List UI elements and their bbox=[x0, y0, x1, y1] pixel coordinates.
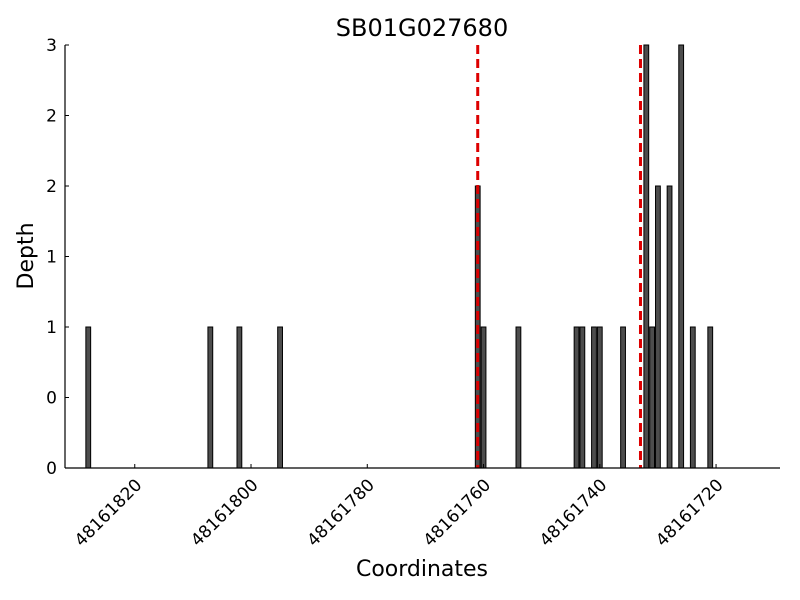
bar bbox=[649, 326, 656, 469]
bar bbox=[573, 326, 580, 469]
y-tick-label: 2 bbox=[46, 177, 57, 197]
x-axis-label: Coordinates bbox=[356, 557, 488, 582]
bar bbox=[655, 185, 661, 469]
y-tick-label: 0 bbox=[46, 389, 57, 409]
y-axis-label: Depth bbox=[14, 222, 39, 289]
y-tick-label: 2 bbox=[46, 107, 57, 127]
axes bbox=[64, 45, 780, 469]
bar bbox=[236, 326, 243, 469]
bar bbox=[591, 326, 597, 469]
bar bbox=[515, 326, 522, 469]
reference-lines bbox=[476, 45, 642, 468]
y-axis-ticks: 0 0 1 1 2 2 3 bbox=[46, 36, 69, 479]
bar bbox=[666, 185, 673, 469]
bar bbox=[85, 326, 92, 469]
y-tick-label: 0 bbox=[46, 459, 57, 479]
x-tick-label: 48161720 bbox=[652, 475, 727, 550]
chart-title: SB01G027680 bbox=[336, 14, 508, 42]
x-tick-label: 48161820 bbox=[71, 475, 146, 550]
x-axis-ticks: 48161820 48161800 48161780 48161760 48161740… bbox=[71, 464, 728, 551]
x-tick-label: 48161780 bbox=[303, 475, 378, 550]
bar bbox=[707, 326, 714, 469]
y-tick-label: 1 bbox=[46, 318, 57, 338]
bar-series bbox=[85, 44, 714, 469]
bar bbox=[480, 326, 487, 469]
bar bbox=[643, 44, 650, 469]
bar bbox=[277, 326, 283, 469]
bar bbox=[678, 44, 685, 469]
x-tick-label: 48161740 bbox=[536, 475, 611, 550]
x-tick-label: 48161800 bbox=[187, 475, 262, 550]
bar bbox=[207, 326, 214, 469]
x-tick-label: 48161760 bbox=[420, 475, 495, 550]
bar bbox=[579, 326, 586, 469]
y-tick-label: 1 bbox=[46, 248, 57, 268]
bar bbox=[620, 326, 626, 469]
bar bbox=[596, 326, 603, 469]
y-tick-label: 3 bbox=[46, 36, 57, 56]
bar bbox=[689, 326, 696, 469]
